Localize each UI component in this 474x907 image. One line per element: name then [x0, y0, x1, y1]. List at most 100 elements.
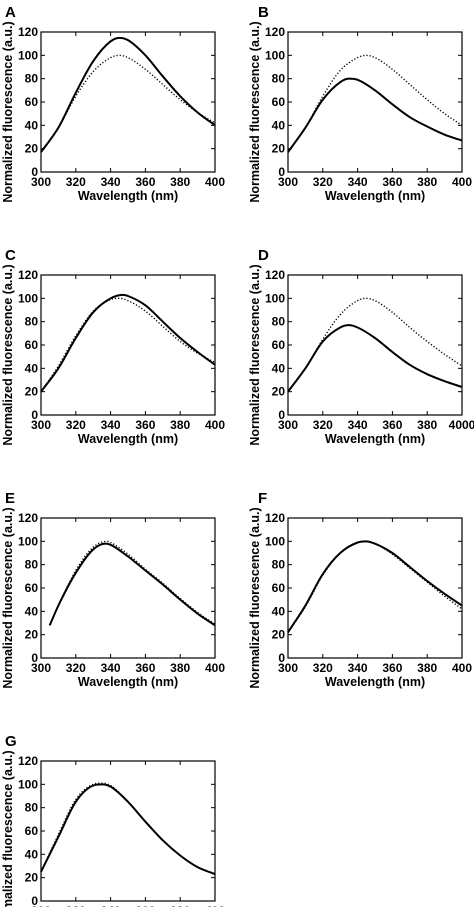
y-tick-label: 40 — [272, 361, 286, 375]
y-tick-label: 100 — [18, 48, 38, 62]
plot-frame — [287, 31, 463, 173]
x-tick-label: 320 — [313, 418, 333, 432]
x-tick-label: 360 — [382, 418, 402, 432]
y-tick-label: 120 — [18, 25, 38, 39]
x-tick-label: 360 — [382, 661, 402, 675]
x-tick-label: 4000 — [449, 418, 474, 432]
y-tick-label: 80 — [25, 558, 39, 572]
series-line-dotted — [287, 297, 463, 393]
x-tick-label: 320 — [66, 904, 86, 907]
y-tick-label: 60 — [25, 824, 39, 838]
x-tick-label: 300 — [278, 175, 298, 189]
y-tick-label: 60 — [272, 95, 286, 109]
x-tick-label: 400 — [205, 904, 225, 907]
x-tick-label: 360 — [135, 904, 155, 907]
y-tick-label: 60 — [25, 581, 39, 595]
y-tick-label: 40 — [272, 604, 286, 618]
x-tick-label: 320 — [313, 661, 333, 675]
x-tick-label: 400 — [452, 175, 472, 189]
y-tick-label: 40 — [25, 847, 39, 861]
y-tick-label: 80 — [25, 72, 39, 86]
x-tick-label: 360 — [135, 661, 155, 675]
x-tick-label: 400 — [205, 175, 225, 189]
series-line-solid — [287, 540, 463, 633]
y-tick-label: 100 — [265, 534, 285, 548]
panel-a: A 300 320 340 360 380 400 0 20 40 60 80 100 120 Wavele… — [1, 4, 225, 203]
series-line-dotted — [49, 540, 216, 626]
y-tick-label: 80 — [272, 558, 286, 572]
panel-b: B 300 320 340 360 380 400 0 20 40 60 80 100 120 Wavele… — [248, 4, 472, 203]
y-tick-label: 0 — [31, 894, 38, 907]
x-tick-label: 300 — [278, 661, 298, 675]
y-axis-label: Normalized fluorescence (a.u.) — [1, 507, 15, 688]
x-tick-label: 360 — [382, 175, 402, 189]
panel-letter: B — [258, 4, 269, 21]
y-tick-label: 0 — [31, 165, 38, 179]
panel-c: C 300 320 340 360 380 400 0 20 40 60 80 100 120 Wavele… — [1, 247, 225, 446]
y-tick-label: 60 — [25, 95, 39, 109]
x-tick-label: 340 — [348, 175, 368, 189]
y-tick-label: 80 — [272, 315, 286, 329]
y-tick-label: 100 — [18, 777, 38, 791]
y-tick-label: 120 — [265, 511, 285, 525]
plot-frame — [40, 31, 216, 173]
y-axis-label: Normalized fluorescence (a.u.) — [248, 264, 262, 445]
panel-letter: E — [5, 490, 15, 507]
panel-e: E 300 320 340 360 380 400 0 20 40 60 80 100 120 Wavele… — [1, 490, 225, 689]
y-tick-label: 40 — [272, 118, 286, 132]
x-tick-label: 340 — [101, 418, 121, 432]
x-tick-label: 300 — [31, 661, 51, 675]
x-axis-label: Wavelength (nm) — [325, 189, 425, 203]
x-tick-label: 400 — [205, 418, 225, 432]
x-tick-label: 380 — [170, 661, 190, 675]
x-axis-label: Wavelength (nm) — [325, 675, 425, 689]
y-tick-label: 40 — [25, 118, 39, 132]
x-tick-label: 320 — [66, 661, 86, 675]
x-tick-label: 300 — [31, 904, 51, 907]
y-tick-label: 80 — [272, 72, 286, 86]
y-tick-label: 40 — [25, 604, 39, 618]
plot-frame — [40, 760, 216, 902]
panel-letter: F — [258, 490, 267, 507]
panel-letter: C — [5, 247, 16, 264]
x-tick-label: 300 — [31, 175, 51, 189]
series-line-dotted — [287, 54, 463, 153]
series-line-solid — [40, 293, 216, 393]
y-tick-label: 120 — [18, 754, 38, 768]
series-line-solid — [40, 36, 216, 153]
panel-letter: G — [5, 733, 17, 750]
x-axis-label: Wavelength (nm) — [78, 432, 178, 446]
x-tick-label: 380 — [417, 661, 437, 675]
y-axis-label: Normalized fluorescence (a.u.) — [1, 264, 15, 445]
y-tick-label: 100 — [18, 291, 38, 305]
y-tick-label: 80 — [25, 315, 39, 329]
x-tick-label: 360 — [135, 418, 155, 432]
y-tick-label: 20 — [272, 628, 286, 642]
y-tick-label: 120 — [18, 268, 38, 282]
panel-letter: A — [5, 4, 16, 21]
x-tick-label: 380 — [170, 904, 190, 907]
x-tick-label: 380 — [417, 418, 437, 432]
y-tick-label: 0 — [31, 651, 38, 665]
x-tick-label: 380 — [170, 175, 190, 189]
x-tick-label: 400 — [205, 661, 225, 675]
x-tick-label: 380 — [170, 418, 190, 432]
y-axis-label: Normalized fluorescence (a.u.) — [1, 750, 15, 907]
x-tick-label: 300 — [278, 418, 298, 432]
y-tick-label: 80 — [25, 801, 39, 815]
series-line-solid — [287, 77, 463, 153]
y-axis-label: Normalized fluorescence (a.u.) — [1, 21, 15, 202]
y-tick-label: 0 — [31, 408, 38, 422]
series-line-solid — [40, 783, 216, 876]
series-line-dotted — [40, 782, 216, 875]
y-tick-label: 100 — [18, 534, 38, 548]
panel-g: G300320340360380400020406080100120Wavele… — [1, 733, 225, 907]
x-tick-label: 380 — [417, 175, 437, 189]
y-tick-label: 0 — [278, 165, 285, 179]
x-tick-label: 340 — [348, 661, 368, 675]
y-tick-label: 100 — [265, 48, 285, 62]
y-tick-label: 100 — [265, 291, 285, 305]
y-tick-label: 60 — [272, 338, 286, 352]
x-tick-label: 340 — [101, 175, 121, 189]
